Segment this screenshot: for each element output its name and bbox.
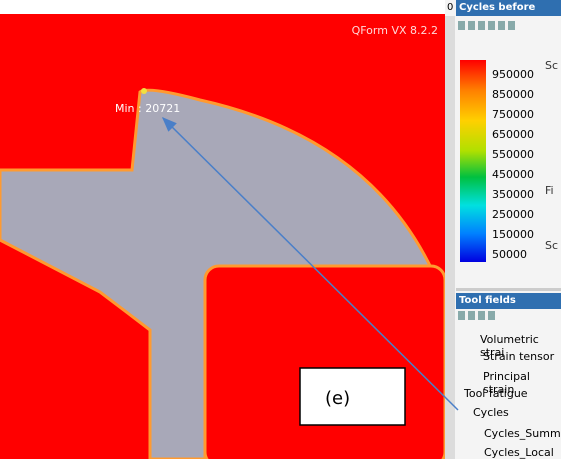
legend-label: 350000 xyxy=(492,188,534,201)
legend-label: 50000 xyxy=(492,248,527,261)
side-note: Sc xyxy=(545,59,559,72)
toolbar[interactable] xyxy=(458,311,495,320)
simulation-view: QForm VX 8.2.2 Min : 20721 (e) xyxy=(0,14,445,459)
panel-label: (e) xyxy=(325,388,350,409)
toolbar[interactable] xyxy=(458,21,515,30)
side-note: Sc xyxy=(545,239,559,252)
tree-item[interactable]: Principal strain xyxy=(483,370,530,396)
tree-item[interactable]: Cycles_Summar xyxy=(484,427,561,440)
die-block xyxy=(203,264,445,459)
panel-label-box xyxy=(299,367,406,426)
min-point xyxy=(141,88,147,94)
scrollbar[interactable] xyxy=(445,16,455,459)
min-label: Min : 20721 xyxy=(115,102,180,115)
divider xyxy=(456,288,561,291)
legend-label: 850000 xyxy=(492,88,534,101)
legend-label: 650000 xyxy=(492,128,534,141)
tree-item[interactable]: Cycles xyxy=(473,406,509,419)
tree-item[interactable]: Tool fatigue xyxy=(464,387,528,400)
tool-fields-title: Tool fields xyxy=(456,293,561,309)
legend-label: 550000 xyxy=(492,148,534,161)
legend-label: 950000 xyxy=(492,68,534,81)
watermark: QForm VX 8.2.2 xyxy=(352,24,438,37)
legend-label: 150000 xyxy=(492,228,534,241)
tree-item[interactable]: Volumetric strai xyxy=(480,333,539,359)
side-note: Fi xyxy=(545,184,554,197)
color-bar xyxy=(460,60,486,262)
legend-label: 250000 xyxy=(492,208,534,221)
legend-label: 450000 xyxy=(492,168,534,181)
panel-title: Cycles before crack xyxy=(456,0,561,16)
sidebar: 0 Cycles before crack Tool fields 950000… xyxy=(445,0,561,459)
tree-item[interactable]: Cycles_Local xyxy=(484,446,554,459)
corner-index: 0 xyxy=(447,2,454,13)
tree-item[interactable]: Strain tensor xyxy=(483,350,555,363)
legend-label: 750000 xyxy=(492,108,534,121)
